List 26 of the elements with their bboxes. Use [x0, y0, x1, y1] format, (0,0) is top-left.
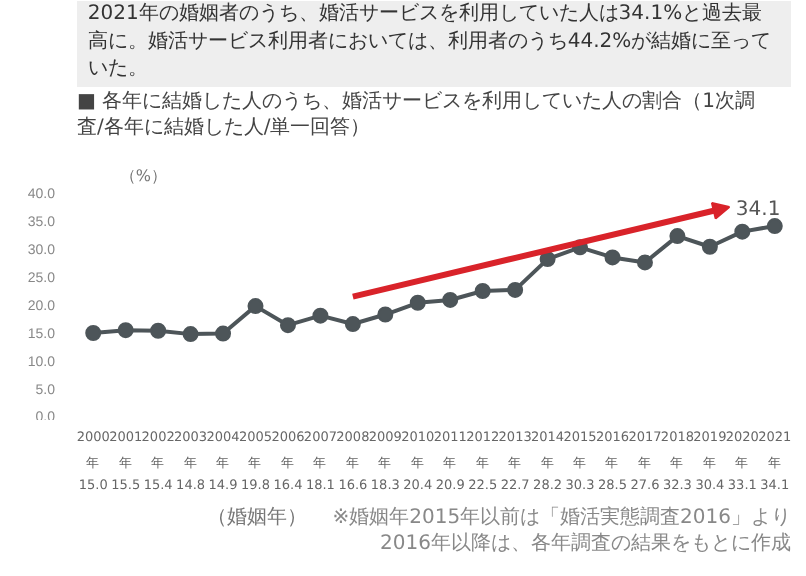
y-axis-title: （%） — [119, 167, 168, 185]
point — [344, 316, 361, 333]
point — [701, 238, 718, 255]
point — [734, 223, 751, 240]
point — [85, 325, 102, 341]
point — [279, 317, 296, 334]
x-axis-title: （婚姻年） — [206, 505, 307, 529]
point — [669, 228, 686, 245]
point — [442, 291, 459, 308]
text: ※婚姻年2015年以前は「婚活実態調査2016」より 2016年以降は、各年調査の結果をもとに作成 — [332, 505, 792, 556]
chart-title: 2021年の婚姻者のうち、婚活サービスを利用していた人は34.1%と過去最高に。婚活サービス利用者においては、利用者のうち44.2%が結婚に至っていた。 — [87, 1, 772, 80]
annotation: 34.1 — [735, 199, 781, 221]
point — [604, 249, 621, 266]
point — [247, 298, 264, 315]
point — [150, 322, 167, 339]
point — [377, 306, 394, 323]
point — [507, 281, 524, 298]
point — [117, 322, 134, 339]
point — [182, 326, 199, 343]
point — [409, 294, 426, 311]
point — [215, 325, 232, 342]
point — [636, 254, 653, 271]
point — [474, 283, 491, 299]
chart-subtitle: ■ 各年に結婚した人のうち、婚活サービスを利用していた人の割合（1次調査/各年に結婚した人/単一回答） — [77, 89, 755, 140]
point — [312, 307, 329, 324]
point — [766, 218, 783, 235]
